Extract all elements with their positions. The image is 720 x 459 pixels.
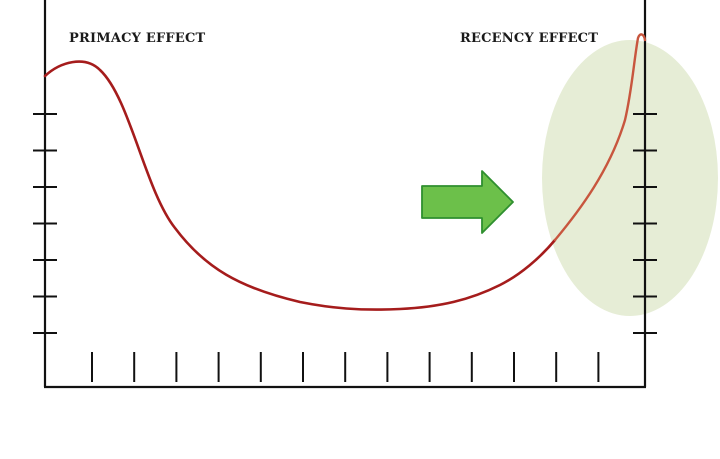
recency-highlight-region (542, 40, 718, 316)
serial-position-curve-recency (553, 33, 647, 242)
right-axis-ticks (633, 113, 657, 334)
left-axis-ticks (33, 113, 57, 334)
right-arrow-icon (421, 170, 514, 234)
recency-effect-label: RECENCY EFFECT (460, 31, 598, 46)
serial-position-curve (43, 60, 557, 311)
primacy-effect-label: PRIMACY EFFECT (69, 31, 206, 46)
bottom-axis-ticks (91, 352, 600, 382)
